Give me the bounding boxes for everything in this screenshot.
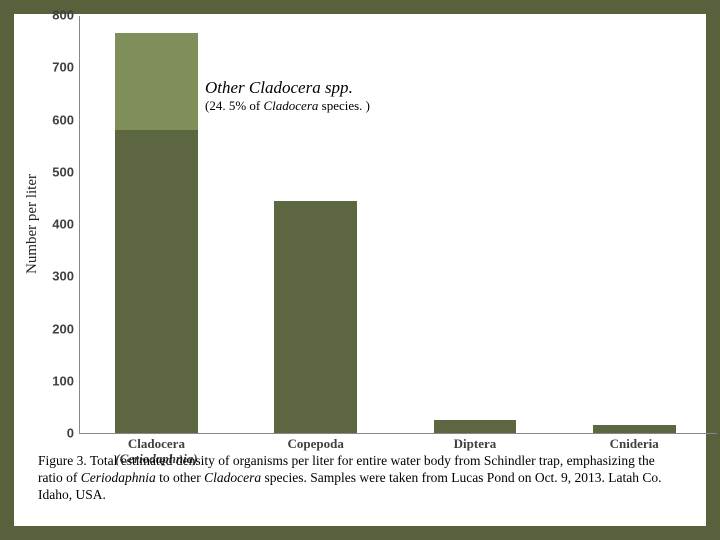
annotation-title: Other Cladocera spp. — [205, 78, 370, 98]
caption-italic-1: Ceriodaphnia — [81, 470, 156, 485]
annotation-sub-italic: Cladocera — [264, 98, 319, 113]
xtick-label: Diptera — [454, 433, 497, 452]
y-axis-label: Number per liter — [24, 174, 41, 274]
ytick-label: 500 — [52, 164, 80, 179]
annotation-title-italic: Cladocera spp — [249, 78, 349, 97]
chart-plot-area: Other Cladocera spp. (24. 5% of Cladocer… — [79, 16, 717, 434]
bar — [115, 33, 198, 433]
annotation-title-prefix: Other — [205, 78, 249, 97]
bar-segment — [434, 420, 517, 433]
ytick-label: 0 — [67, 426, 80, 441]
xtick-label: Cnideria — [610, 433, 659, 452]
ytick-label: 400 — [52, 217, 80, 232]
caption-text: to other — [156, 470, 204, 485]
annotation-sub-suffix: species. ) — [318, 98, 370, 113]
ytick-label: 200 — [52, 321, 80, 336]
bar-segment — [274, 201, 357, 434]
bar-segment — [593, 425, 676, 433]
bar — [593, 425, 676, 433]
ytick-label: 300 — [52, 269, 80, 284]
xtick-label: Copepoda — [288, 433, 344, 452]
ytick-label: 800 — [52, 8, 80, 23]
bar-segment — [115, 130, 198, 433]
figure-caption: Figure 3. Total estimated density of org… — [38, 453, 682, 504]
ytick-label: 100 — [52, 373, 80, 388]
bar — [434, 420, 517, 433]
annotation-title-suffix: . — [349, 78, 353, 97]
bar-segment — [115, 33, 198, 130]
caption-italic-2: Cladocera — [204, 470, 261, 485]
bar — [274, 201, 357, 434]
figure-frame: Number per liter Other Cladocera spp. (2… — [0, 0, 720, 540]
chart-annotation: Other Cladocera spp. (24. 5% of Cladocer… — [205, 78, 370, 114]
ytick-label: 700 — [52, 60, 80, 75]
annotation-sub-prefix: (24. 5% of — [205, 98, 264, 113]
ytick-label: 600 — [52, 112, 80, 127]
annotation-subtitle: (24. 5% of Cladocera species. ) — [205, 98, 370, 114]
